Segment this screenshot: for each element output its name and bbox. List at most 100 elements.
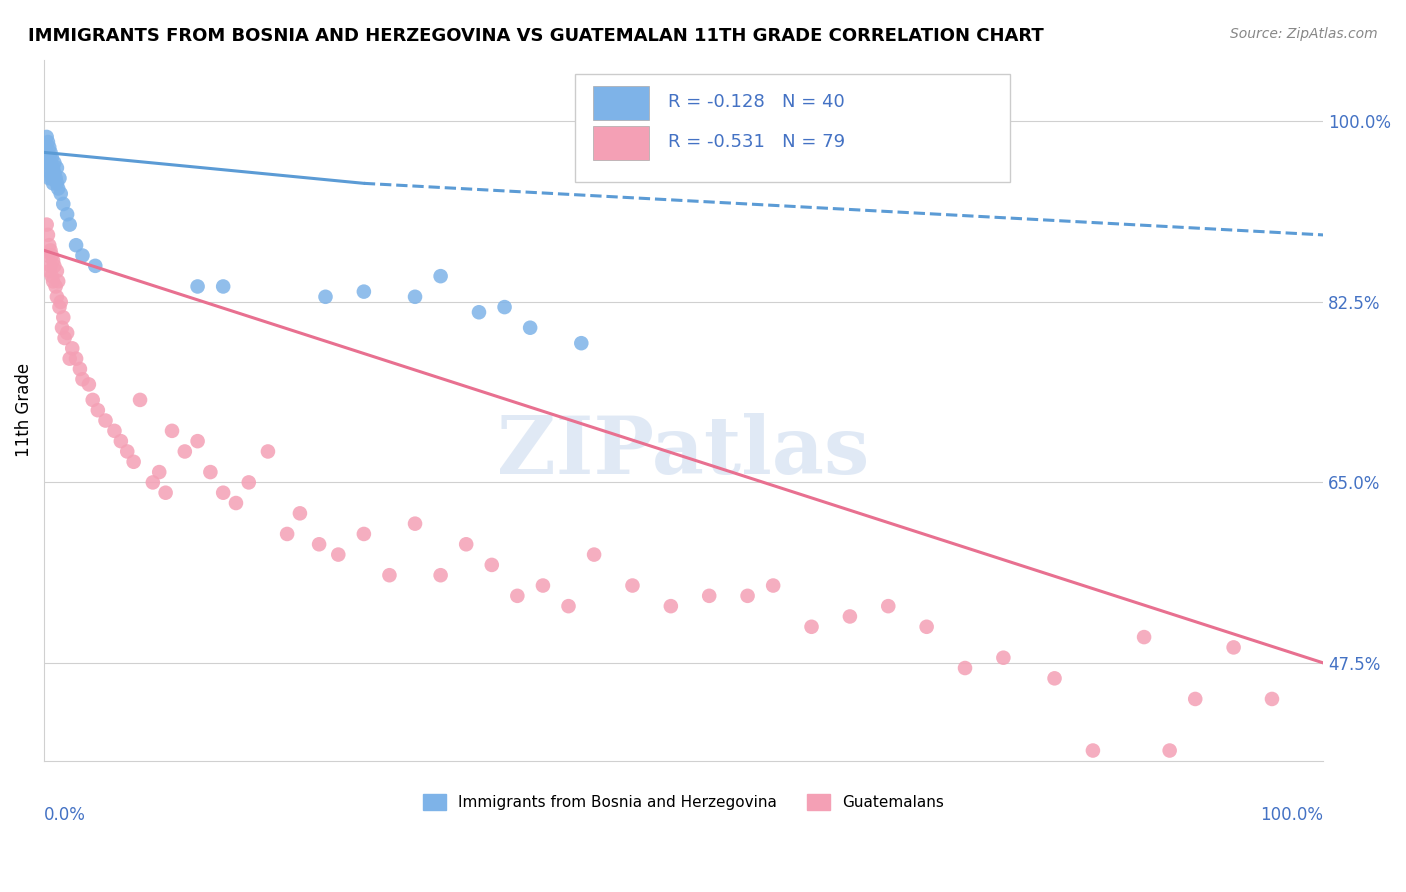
Point xyxy=(404,290,426,304)
Point xyxy=(37,227,59,242)
Point xyxy=(42,177,65,191)
Point xyxy=(49,186,72,201)
Point xyxy=(378,568,401,582)
Point xyxy=(1261,692,1284,706)
Point xyxy=(37,151,59,165)
Point xyxy=(39,244,62,258)
Point xyxy=(187,279,209,293)
Point xyxy=(52,310,75,325)
Point xyxy=(225,496,247,510)
Legend: Immigrants from Bosnia and Herzegovina, Guatemalans: Immigrants from Bosnia and Herzegovina, … xyxy=(416,789,950,816)
Point xyxy=(877,599,900,614)
Point xyxy=(621,578,644,592)
Point xyxy=(94,413,117,427)
Point xyxy=(39,155,62,169)
Point xyxy=(46,181,69,195)
Point xyxy=(34,140,56,154)
Point xyxy=(315,290,337,304)
Point xyxy=(72,372,94,386)
Point xyxy=(42,274,65,288)
Point xyxy=(41,269,63,284)
Point xyxy=(59,218,82,232)
Point xyxy=(953,661,976,675)
Point xyxy=(187,434,209,449)
Point xyxy=(429,269,451,284)
FancyBboxPatch shape xyxy=(593,126,650,160)
Point xyxy=(49,294,72,309)
Text: Source: ZipAtlas.com: Source: ZipAtlas.com xyxy=(1230,27,1378,41)
FancyBboxPatch shape xyxy=(575,74,1010,182)
Point xyxy=(142,475,165,490)
Point xyxy=(38,140,60,154)
Point xyxy=(52,197,75,211)
Point xyxy=(557,599,579,614)
Point xyxy=(46,274,69,288)
Point xyxy=(200,465,222,479)
Point xyxy=(51,320,73,334)
Point xyxy=(103,424,125,438)
Point xyxy=(41,248,63,262)
Point xyxy=(569,336,592,351)
Point xyxy=(38,171,60,186)
Point xyxy=(41,171,63,186)
Point xyxy=(41,151,63,165)
Y-axis label: 11th Grade: 11th Grade xyxy=(15,363,32,458)
Point xyxy=(1081,743,1104,757)
Point xyxy=(45,177,67,191)
Point xyxy=(72,248,94,262)
Point xyxy=(45,290,67,304)
Point xyxy=(44,259,66,273)
Point xyxy=(429,568,451,582)
Point xyxy=(257,444,280,458)
Point xyxy=(53,331,76,345)
Point xyxy=(1184,692,1206,706)
Point xyxy=(800,620,823,634)
Point xyxy=(353,285,375,299)
Point xyxy=(506,589,529,603)
Point xyxy=(82,392,104,407)
Point xyxy=(44,166,66,180)
Point xyxy=(238,475,260,490)
Point xyxy=(308,537,330,551)
Point xyxy=(122,455,145,469)
Point xyxy=(129,392,152,407)
Point xyxy=(519,320,541,334)
Text: R = -0.531   N = 79: R = -0.531 N = 79 xyxy=(668,133,845,151)
Point xyxy=(993,650,1015,665)
Text: 100.0%: 100.0% xyxy=(1260,806,1323,824)
Text: ZIPatlas: ZIPatlas xyxy=(498,413,870,491)
Point xyxy=(39,166,62,180)
Point xyxy=(276,527,298,541)
Point xyxy=(48,171,70,186)
Point xyxy=(39,145,62,160)
Point xyxy=(117,444,139,458)
Point xyxy=(87,403,110,417)
Point xyxy=(35,145,58,160)
Point xyxy=(737,589,759,603)
Point xyxy=(39,259,62,273)
Point xyxy=(65,351,87,366)
Point xyxy=(583,548,606,562)
Point xyxy=(353,527,375,541)
Point xyxy=(1222,640,1244,655)
Point xyxy=(110,434,132,449)
Point xyxy=(38,238,60,252)
Point xyxy=(37,248,59,262)
Point xyxy=(173,444,195,458)
Point xyxy=(659,599,682,614)
Point xyxy=(155,485,177,500)
Text: 0.0%: 0.0% xyxy=(44,806,86,824)
Point xyxy=(35,218,58,232)
Point xyxy=(915,620,938,634)
FancyBboxPatch shape xyxy=(593,87,650,120)
Point xyxy=(404,516,426,531)
Point xyxy=(59,351,82,366)
Point xyxy=(38,264,60,278)
Point xyxy=(762,578,785,592)
Point xyxy=(160,424,183,438)
Point xyxy=(288,506,311,520)
Point xyxy=(838,609,860,624)
Point xyxy=(35,130,58,145)
Point xyxy=(1159,743,1181,757)
Point xyxy=(468,305,491,319)
